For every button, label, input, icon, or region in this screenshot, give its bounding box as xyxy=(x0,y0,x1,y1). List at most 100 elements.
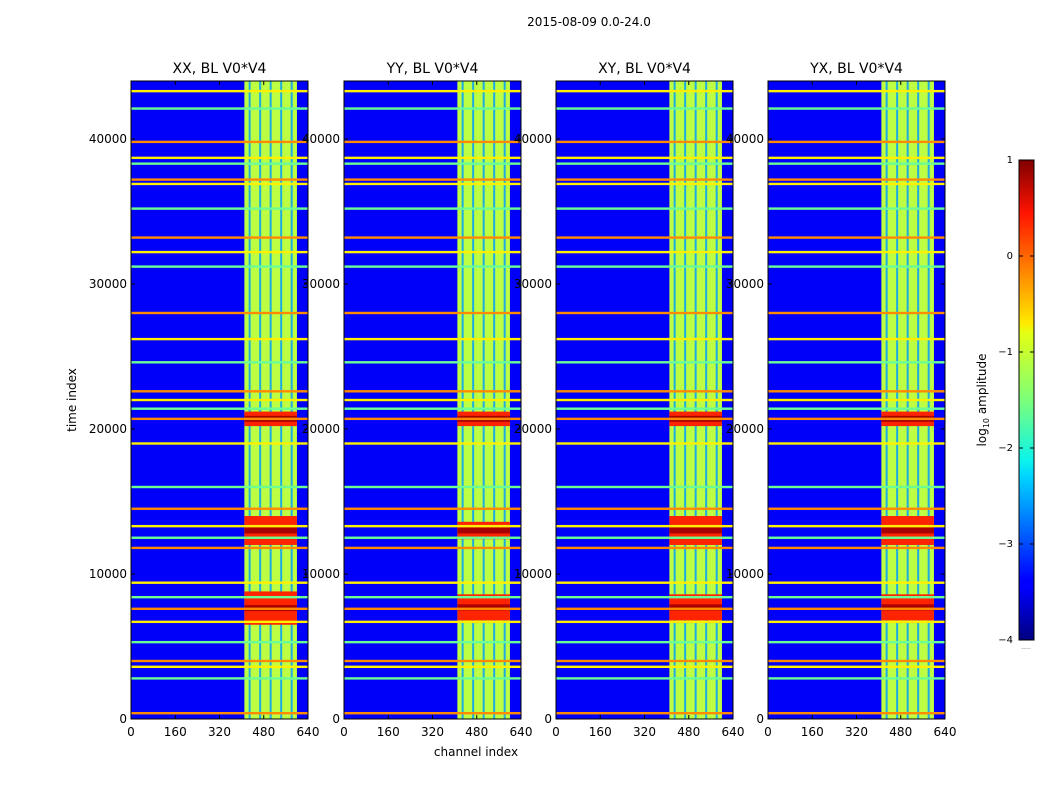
saturated-time-row xyxy=(344,640,521,644)
hot-time-core xyxy=(881,527,934,534)
saturated-time-row xyxy=(344,581,521,584)
hot-time-core xyxy=(881,604,934,611)
y-tick-label: 40000 xyxy=(726,132,764,146)
saturated-time-row xyxy=(556,140,733,144)
saturated-time-row xyxy=(556,546,733,550)
x-tick-label: 480 xyxy=(677,725,700,739)
panel-title: YY, BL V0*V4 xyxy=(386,61,479,77)
saturated-time-row xyxy=(131,596,308,599)
saturated-time-row xyxy=(344,140,521,144)
saturated-time-row xyxy=(344,398,521,402)
saturated-time-row xyxy=(556,620,733,624)
x-tick-label: 480 xyxy=(465,725,488,739)
heatmap-panel-4: YX, BL V0*V4 0 160 320 480 640 0 10000 20000 3000… xyxy=(726,61,957,739)
colorbar-tick-label: −2 xyxy=(998,443,1013,454)
colorbar-label-rest: amplitude xyxy=(975,354,989,418)
heatmap-body xyxy=(768,81,945,719)
colorbar: 10−1−2−3−4 ..... log10 amplitude xyxy=(975,155,1035,651)
saturated-time-row xyxy=(768,524,945,528)
saturated-time-row xyxy=(131,236,308,239)
saturated-time-row xyxy=(556,677,733,680)
saturated-time-row xyxy=(768,207,945,210)
saturated-time-row xyxy=(556,536,733,539)
saturated-time-row xyxy=(556,640,733,644)
saturated-time-row xyxy=(768,162,945,165)
saturated-time-row xyxy=(131,250,308,254)
saturated-time-row xyxy=(556,89,733,93)
saturated-time-row xyxy=(344,207,521,210)
saturated-time-row xyxy=(768,659,945,663)
saturated-time-row xyxy=(556,507,733,510)
y-tick-label: 30000 xyxy=(514,277,552,291)
saturated-time-row xyxy=(344,236,521,239)
saturated-time-row xyxy=(131,507,308,510)
x-tick-label: 640 xyxy=(297,725,320,739)
saturated-time-row xyxy=(768,620,945,624)
saturated-time-row xyxy=(768,250,945,254)
saturated-time-row xyxy=(131,337,308,341)
saturated-time-row xyxy=(556,182,733,186)
y-tick-label: 40000 xyxy=(514,132,552,146)
saturated-time-row xyxy=(344,536,521,539)
x-tick-label: 640 xyxy=(934,725,957,739)
colorbar-label: log10 amplitude xyxy=(975,354,991,447)
saturated-time-row xyxy=(131,407,308,410)
colorbar-label-sub: 10 xyxy=(982,418,991,428)
saturated-time-row xyxy=(556,665,733,668)
saturated-time-row xyxy=(768,398,945,402)
figure-suptitle: 2015-08-09 0.0-24.0 xyxy=(527,15,651,29)
saturated-time-row xyxy=(556,265,733,268)
saturated-time-row xyxy=(556,417,733,421)
saturated-time-row xyxy=(131,311,308,315)
saturated-time-row xyxy=(556,442,733,445)
saturated-time-row xyxy=(131,182,308,186)
saturated-time-row xyxy=(556,485,733,489)
saturated-time-row xyxy=(131,485,308,489)
y-tick-label: 30000 xyxy=(302,277,340,291)
heatmap-body xyxy=(131,81,308,719)
x-tick-label: 160 xyxy=(801,725,824,739)
saturated-time-row xyxy=(131,361,308,364)
x-tick-label: 0 xyxy=(340,725,348,739)
saturated-time-row xyxy=(768,665,945,668)
saturated-time-row xyxy=(131,546,308,550)
saturated-time-row xyxy=(344,677,521,680)
saturated-time-row xyxy=(131,417,308,421)
hot-time-core xyxy=(669,604,722,611)
y-tick-label: 10000 xyxy=(726,567,764,581)
y-tick-label: 0 xyxy=(119,712,127,726)
saturated-time-row xyxy=(556,361,733,364)
saturated-time-row xyxy=(131,536,308,539)
panel-title: XX, BL V0*V4 xyxy=(173,61,267,77)
saturated-time-row xyxy=(556,659,733,663)
saturated-time-row xyxy=(344,407,521,410)
saturated-time-row xyxy=(131,140,308,144)
y-tick-label: 40000 xyxy=(89,132,127,146)
saturated-time-row xyxy=(344,665,521,668)
saturated-time-row xyxy=(131,265,308,268)
saturated-time-row xyxy=(131,162,308,165)
saturated-time-row xyxy=(768,89,945,93)
saturated-time-row xyxy=(556,236,733,239)
saturated-time-row xyxy=(556,156,733,160)
saturated-time-row xyxy=(344,156,521,160)
saturated-time-row xyxy=(768,581,945,584)
saturated-time-row xyxy=(344,311,521,315)
hot-time-core xyxy=(457,527,510,534)
saturated-time-row xyxy=(556,607,733,610)
y-tick-label: 30000 xyxy=(89,277,127,291)
saturated-time-row xyxy=(556,581,733,584)
x-tick-label: 640 xyxy=(722,725,745,739)
saturated-time-row xyxy=(768,156,945,160)
saturated-time-row xyxy=(131,620,308,624)
x-tick-label: 0 xyxy=(127,725,135,739)
y-tick-label: 10000 xyxy=(89,567,127,581)
y-tick-label: 0 xyxy=(332,712,340,726)
saturated-time-row xyxy=(344,89,521,93)
x-tick-label: 160 xyxy=(589,725,612,739)
y-tick-label: 20000 xyxy=(514,422,552,436)
y-tick-label: 20000 xyxy=(89,422,127,436)
colorbar-tick-label: 1 xyxy=(1007,155,1013,166)
hot-time-core xyxy=(669,527,722,534)
